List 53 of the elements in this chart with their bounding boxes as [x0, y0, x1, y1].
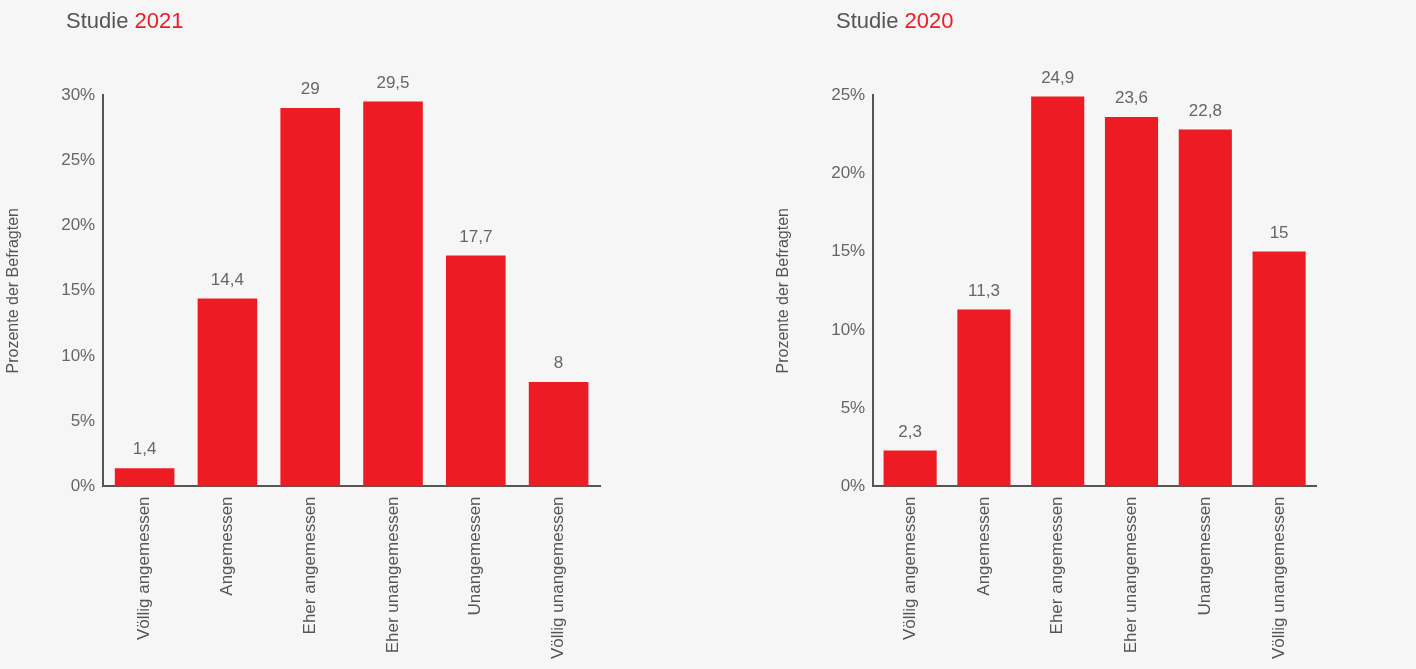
- data-label: 24,9: [1041, 67, 1075, 87]
- x-tick-label: Völlig unangemessen: [1268, 496, 1288, 660]
- data-label: 22,8: [1188, 100, 1222, 120]
- data-label: 1,4: [132, 439, 157, 459]
- data-label: 15: [1269, 222, 1289, 242]
- y-axis-title: Prozente der Befragten: [774, 208, 792, 374]
- y-axis-title: Prozente der Befragten: [4, 208, 22, 374]
- data-label: 8: [553, 353, 564, 373]
- x-tick-label: Eher angemessen: [299, 496, 319, 635]
- y-tick-label: 5%: [70, 410, 96, 430]
- bar: [1104, 116, 1159, 487]
- x-tick-label: Angemessen: [973, 496, 993, 596]
- bar: [197, 298, 258, 487]
- x-tick-label: Unangemessen: [465, 496, 485, 616]
- y-tick-label: 0%: [840, 476, 866, 496]
- x-tick-label: Völlig angemessen: [134, 496, 154, 641]
- bar: [883, 450, 937, 487]
- x-tick-label: Völlig angemessen: [899, 496, 919, 641]
- data-label: 29: [300, 79, 320, 99]
- y-tick-label: 0%: [70, 476, 96, 496]
- y-tick-label: 10%: [831, 319, 866, 339]
- bar: [1031, 96, 1085, 487]
- y-tick-label: 10%: [61, 345, 96, 365]
- y-tick-label: 15%: [831, 241, 866, 261]
- x-tick-label: Eher unangemessen: [1121, 496, 1141, 654]
- data-label: 14,4: [210, 269, 244, 289]
- bar: [446, 255, 506, 487]
- y-tick-label: 5%: [840, 397, 866, 417]
- y-tick-label: 20%: [61, 215, 96, 235]
- chart-title: Studie 2021: [66, 8, 184, 33]
- bar: [1252, 251, 1306, 487]
- y-tick-label: 25%: [831, 84, 866, 104]
- data-label: 11,3: [968, 280, 1000, 300]
- x-tick-label: Völlig unangemessen: [548, 496, 568, 660]
- y-tick-label: 20%: [831, 162, 866, 182]
- chart-title: Studie 2020: [836, 8, 954, 33]
- x-tick-label: Angemessen: [217, 496, 237, 596]
- bar: [280, 108, 341, 487]
- x-tick-label: Eher angemessen: [1047, 496, 1067, 635]
- bar: [1178, 129, 1232, 487]
- data-label: 29,5: [376, 72, 410, 92]
- y-tick-label: 15%: [61, 280, 96, 300]
- y-tick-label: 30%: [61, 84, 96, 104]
- bar: [114, 468, 175, 487]
- data-label: 23,6: [1114, 88, 1149, 108]
- x-tick-label: Unangemessen: [1194, 496, 1214, 616]
- data-label: 2,3: [898, 421, 922, 441]
- y-tick-label: 25%: [61, 149, 96, 169]
- data-label: 17,7: [459, 226, 493, 246]
- bar: [957, 309, 1011, 487]
- bar: [363, 101, 423, 487]
- x-tick-label: Eher unangemessen: [382, 496, 402, 654]
- bar: [528, 382, 589, 487]
